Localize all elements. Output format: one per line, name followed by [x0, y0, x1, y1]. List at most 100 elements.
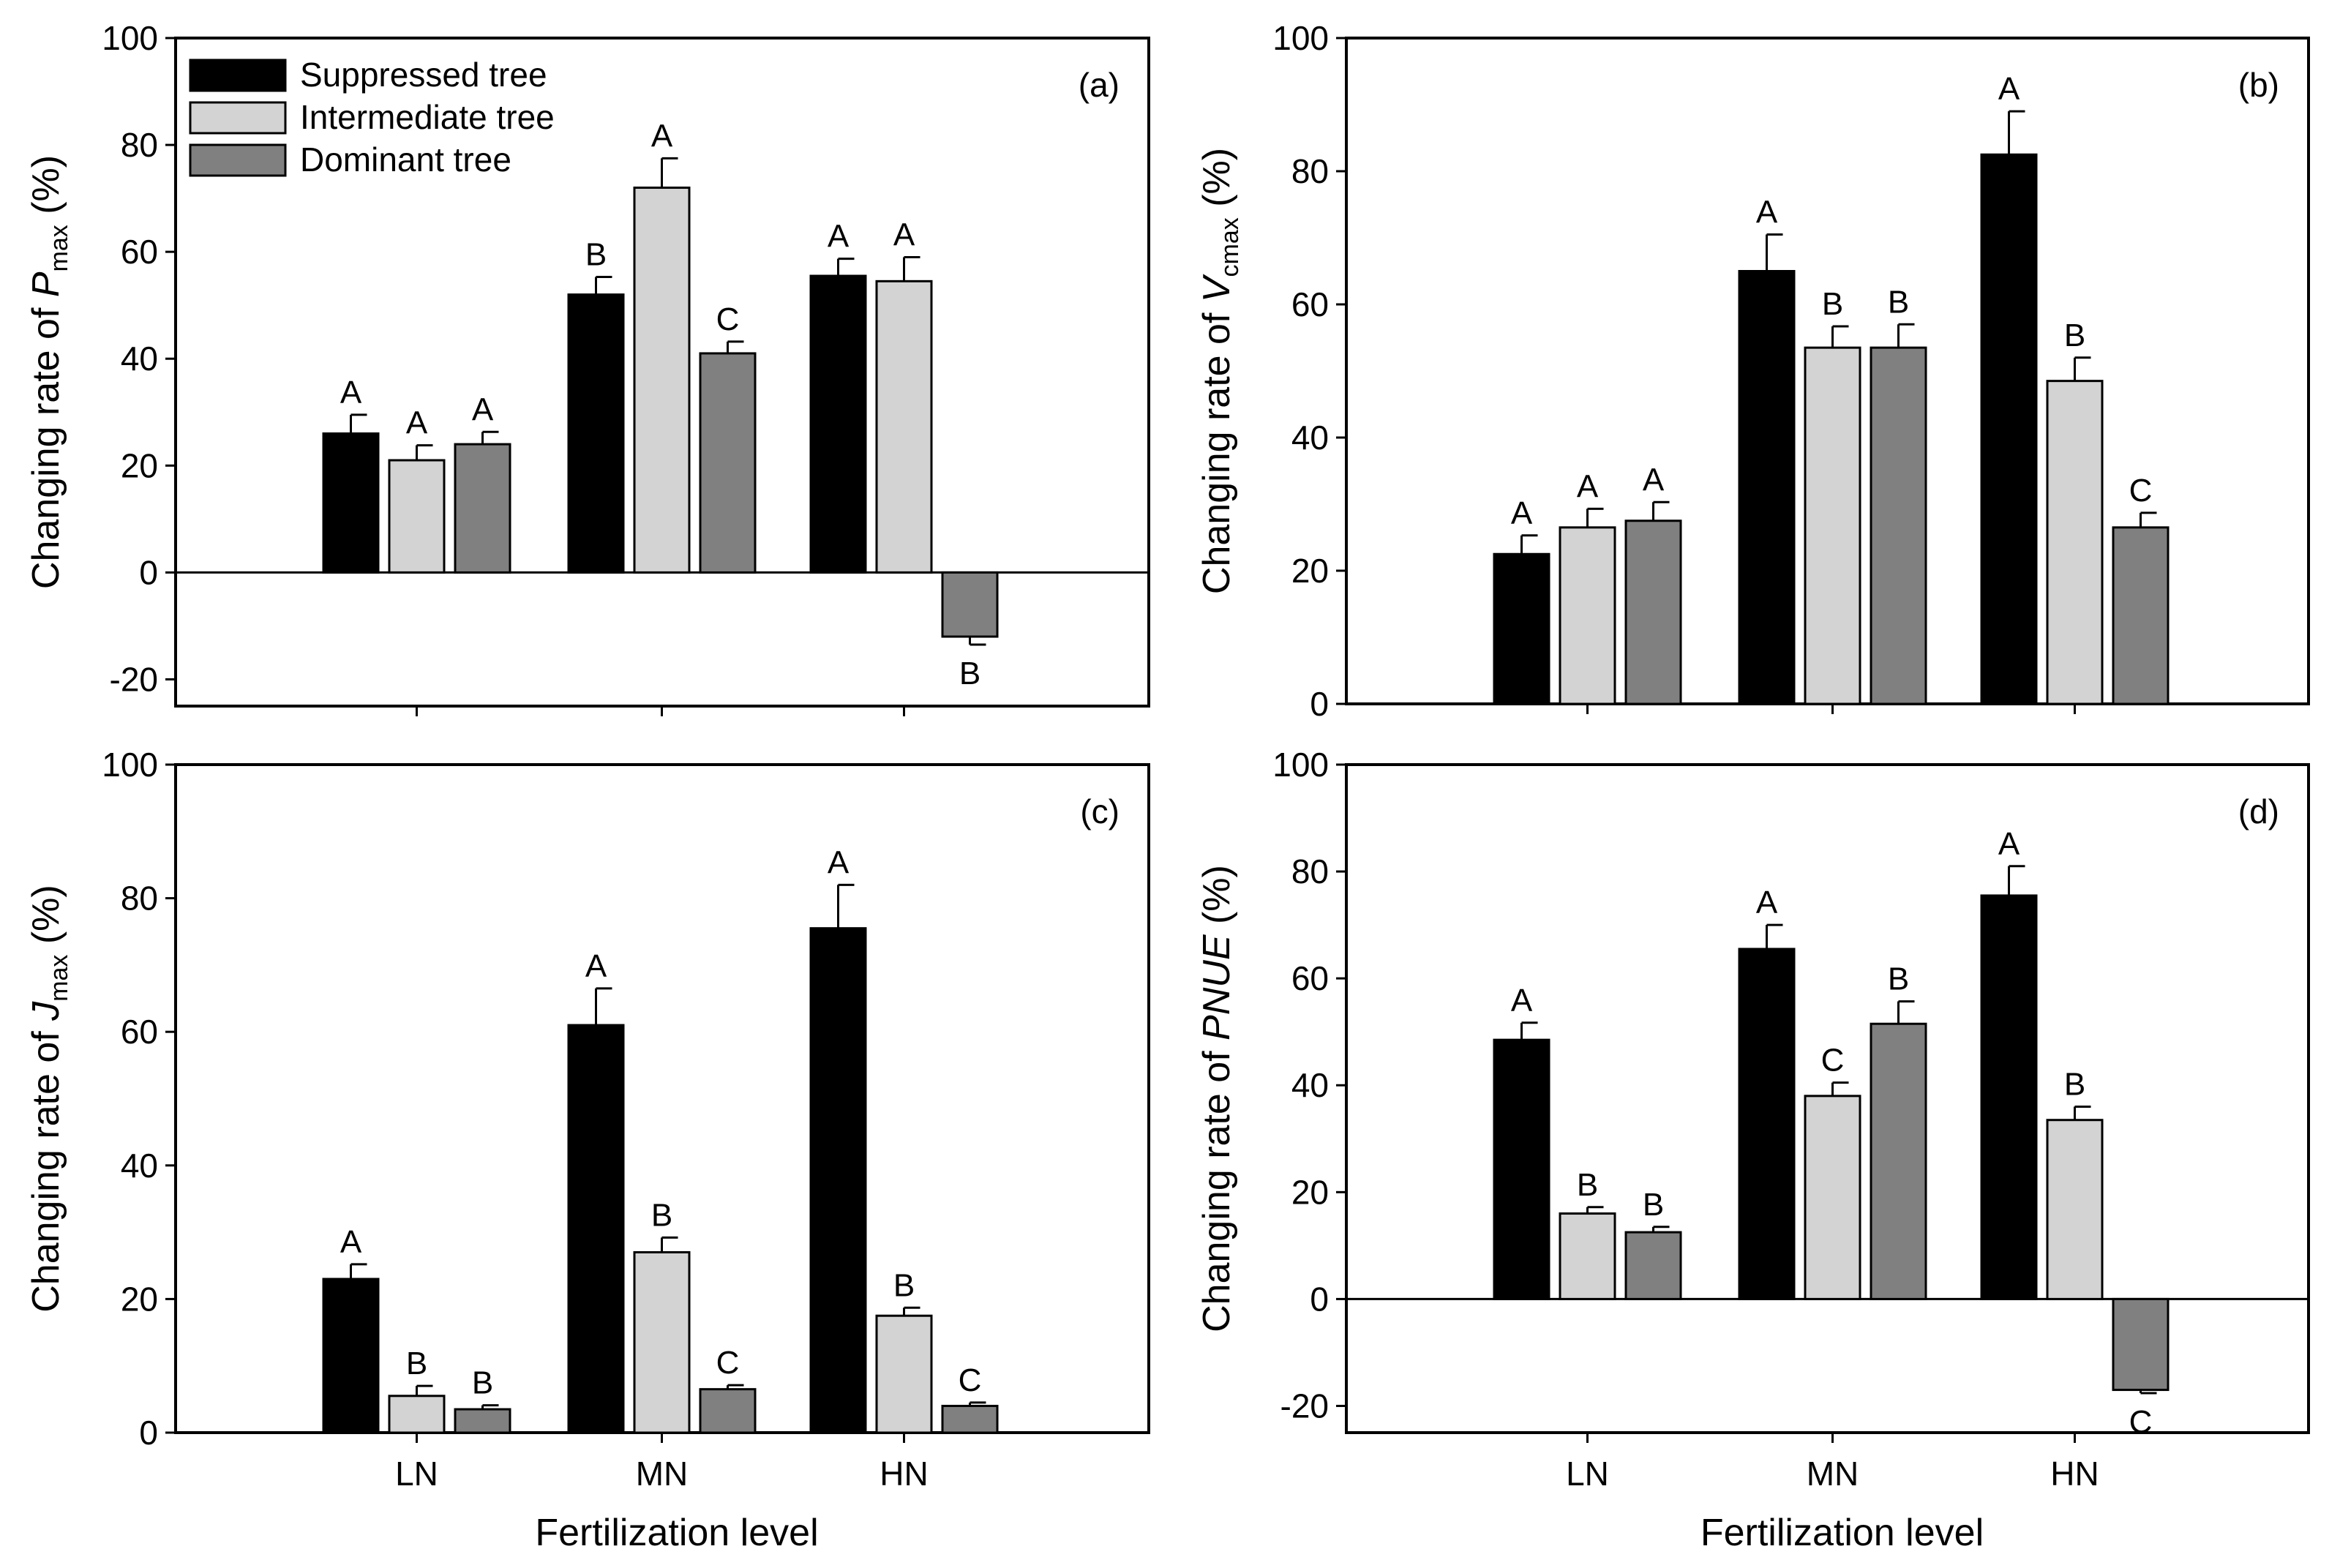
significance-letter: A [1511, 983, 1533, 1019]
panel-label: (c) [1080, 792, 1120, 830]
bar [1559, 526, 1616, 705]
bar [699, 352, 757, 574]
bar [1559, 1212, 1616, 1300]
significance-letter: A [340, 375, 362, 410]
bar [388, 459, 446, 574]
x-tick-label: HN [880, 1455, 928, 1493]
significance-letter: B [472, 1365, 493, 1401]
significance-letter: A [828, 844, 850, 880]
panel-label: (a) [1079, 66, 1120, 104]
y-axis-label: Changing rate of Vcmax (%) [1196, 148, 1244, 594]
y-tick-label: 0 [1310, 685, 1329, 723]
significance-letter: A [828, 219, 850, 255]
y-tick-label: 100 [1272, 746, 1329, 784]
y-tick-label: 40 [121, 340, 158, 378]
panel-b: 0 20 40 60 80 100 Changing rate of Vcmax (%) (b… [1196, 19, 2310, 723]
bar [322, 432, 380, 574]
y-tick-label: 20 [121, 446, 158, 484]
y-tick-label: -20 [1280, 1387, 1329, 1425]
y-axis-label: Changing rate of Pmax (%) [25, 155, 73, 589]
x-tick-label: MN [1807, 1455, 1859, 1493]
significance-letter: A [472, 391, 494, 427]
significance-letter: C [2129, 473, 2153, 509]
y-tick-label: -20 [110, 660, 158, 698]
significance-letter: A [1577, 468, 1599, 504]
bar [1804, 1095, 1861, 1300]
legend: Suppressed tree Intermediate tree Dominant… [189, 56, 555, 179]
y-tick-label: 0 [1310, 1280, 1329, 1318]
bar [1493, 552, 1550, 705]
bar [2046, 1119, 2104, 1300]
significance-letter: B [959, 656, 980, 691]
significance-letter: A [1998, 71, 2020, 107]
y-tick-label: 60 [121, 233, 158, 271]
panel-c: 0 20 40 60 80 100 Changing rate of Jmax (%) (c)… [25, 746, 1150, 1493]
significance-letter: C [716, 301, 740, 337]
significance-letter: A [651, 118, 673, 154]
bar [1624, 519, 1682, 705]
significance-letter: A [406, 405, 428, 441]
y-tick-label: 80 [121, 879, 158, 918]
significance-letter: B [893, 1267, 915, 1303]
y-tick-label: 60 [1291, 959, 1329, 997]
x-tick-label: HN [2050, 1455, 2099, 1493]
y-tick-label: 100 [102, 746, 158, 784]
x-tick-label: MN [636, 1455, 689, 1493]
significance-letter: B [1643, 1187, 1664, 1223]
bar [1624, 1231, 1682, 1300]
bar [2112, 526, 2170, 705]
bar [2112, 1297, 2170, 1392]
bar [1870, 346, 1927, 705]
significance-letter: B [1888, 961, 1909, 997]
significance-letter: B [406, 1346, 427, 1381]
bar [567, 293, 625, 574]
panel-label: (d) [2238, 792, 2279, 830]
bar [875, 1314, 933, 1434]
y-tick-label: 60 [121, 1013, 158, 1051]
significance-letter: A [340, 1224, 362, 1260]
significance-letter: A [1511, 495, 1533, 531]
y-tick-label: 40 [121, 1147, 158, 1185]
y-tick-label: 40 [1291, 419, 1329, 457]
y-axis-label: Changing rate of PNUE (%) [1196, 865, 1238, 1332]
bar [633, 187, 691, 574]
y-tick-label: 20 [1291, 552, 1329, 590]
x-axis-label: Fertilization level [1700, 1512, 1984, 1554]
significance-letter: C [716, 1345, 740, 1381]
legend-swatch [189, 59, 287, 92]
bar [1870, 1022, 1927, 1300]
y-tick-label: 0 [139, 553, 158, 591]
significance-letter: A [585, 948, 607, 984]
x-axis-label: Fertilization level [535, 1512, 818, 1554]
bar [388, 1395, 446, 1434]
panel-a: -20 0 20 40 60 80 100 Changing rate of Pmax (%)… [25, 19, 1150, 716]
legend-swatch [189, 143, 287, 177]
significance-letter: A [1756, 885, 1778, 920]
panel-d: -20 0 20 40 60 80 100 Changing rate of PNUE (%)… [1196, 746, 2310, 1493]
significance-letter: B [1822, 286, 1843, 322]
significance-letter: B [585, 236, 607, 272]
significance-letter: C [2129, 1404, 2153, 1440]
bar [1980, 894, 2038, 1300]
bar [941, 571, 999, 638]
x-tick-label: LN [1566, 1455, 1609, 1493]
y-tick-label: 100 [1272, 19, 1329, 57]
y-tick-label: 40 [1291, 1066, 1329, 1104]
y-tick-label: 80 [121, 126, 158, 164]
significance-letter: A [1756, 194, 1778, 230]
bar [322, 1278, 380, 1434]
y-tick-label: 80 [1291, 152, 1329, 190]
y-tick-label: 20 [121, 1280, 158, 1318]
significance-letter: A [893, 217, 915, 252]
bar [875, 280, 933, 574]
bar [1738, 948, 1796, 1300]
bar [1493, 1038, 1550, 1300]
y-tick-label: 0 [139, 1414, 158, 1452]
significance-letter: C [1821, 1043, 1845, 1079]
bar [454, 1408, 511, 1434]
bar [633, 1250, 691, 1434]
significance-letter: A [1643, 462, 1665, 498]
y-tick-label: 100 [102, 19, 158, 57]
